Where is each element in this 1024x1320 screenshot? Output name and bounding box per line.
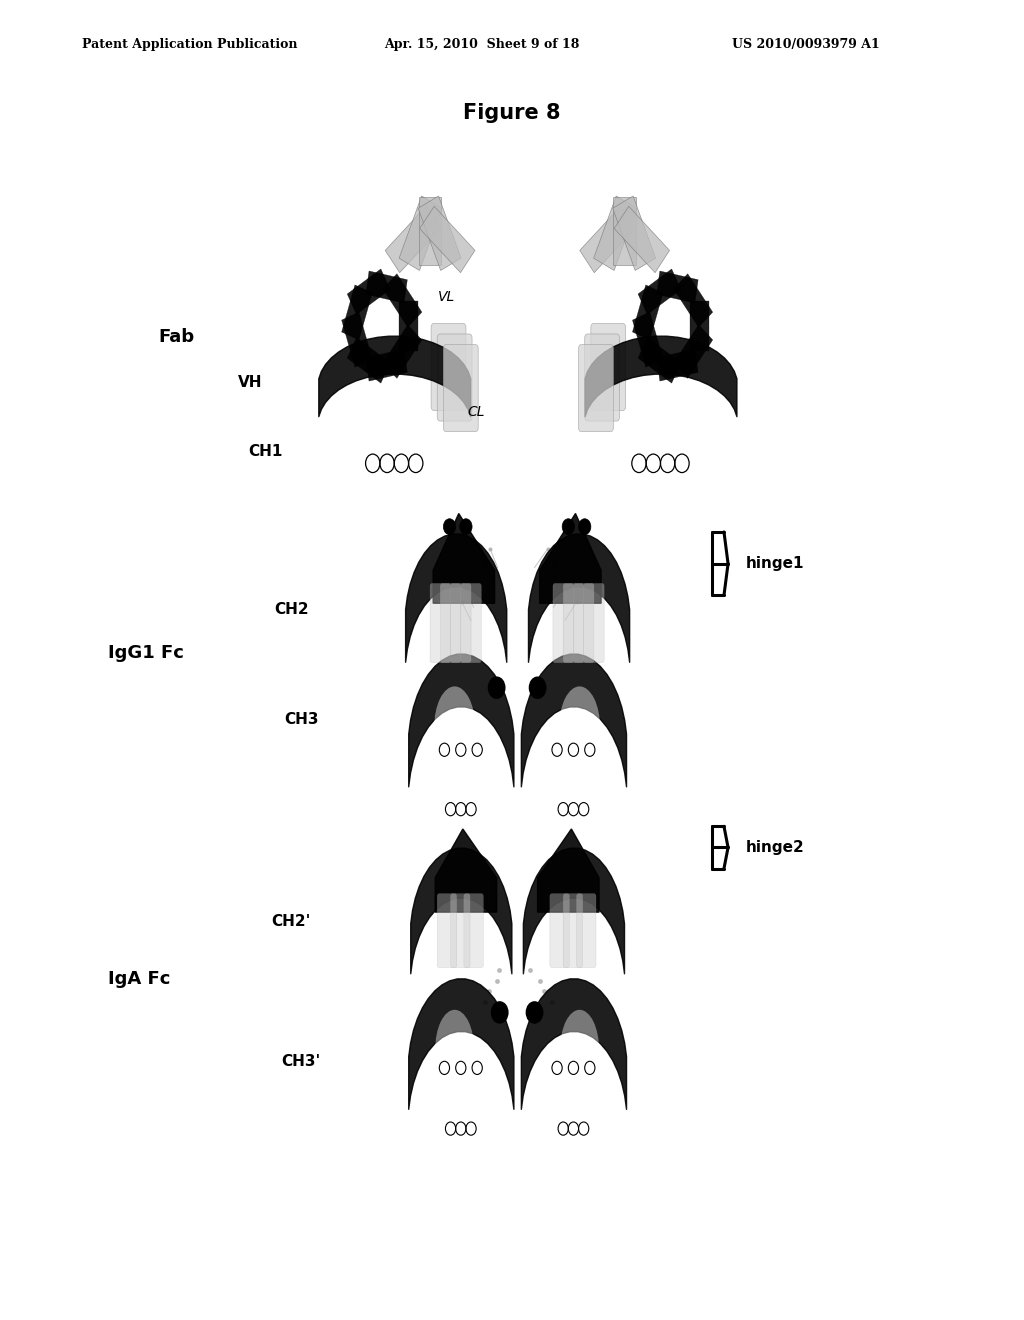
Circle shape bbox=[460, 519, 472, 535]
Ellipse shape bbox=[559, 686, 600, 768]
FancyBboxPatch shape bbox=[437, 334, 472, 421]
FancyBboxPatch shape bbox=[579, 345, 613, 432]
Polygon shape bbox=[433, 513, 495, 603]
Polygon shape bbox=[399, 195, 442, 271]
Text: CH2': CH2' bbox=[271, 913, 310, 929]
Text: Apr. 15, 2010  Sheet 9 of 18: Apr. 15, 2010 Sheet 9 of 18 bbox=[384, 37, 580, 50]
Polygon shape bbox=[613, 197, 636, 265]
Polygon shape bbox=[580, 206, 635, 273]
Polygon shape bbox=[633, 285, 664, 341]
Ellipse shape bbox=[434, 686, 475, 768]
Polygon shape bbox=[594, 195, 637, 271]
Text: CH3: CH3 bbox=[285, 711, 319, 727]
Text: IgG1 Fc: IgG1 Fc bbox=[108, 644, 183, 663]
Circle shape bbox=[492, 1002, 508, 1023]
Polygon shape bbox=[383, 325, 422, 379]
Text: CH3': CH3' bbox=[282, 1053, 321, 1069]
Polygon shape bbox=[399, 301, 418, 351]
Polygon shape bbox=[385, 206, 440, 273]
FancyBboxPatch shape bbox=[451, 583, 471, 663]
FancyBboxPatch shape bbox=[451, 894, 470, 968]
Polygon shape bbox=[383, 273, 422, 327]
Polygon shape bbox=[347, 269, 390, 314]
FancyBboxPatch shape bbox=[585, 334, 620, 421]
Polygon shape bbox=[342, 285, 373, 341]
Polygon shape bbox=[633, 312, 664, 367]
Polygon shape bbox=[656, 348, 698, 381]
Text: CL: CL bbox=[467, 405, 484, 418]
Circle shape bbox=[529, 677, 546, 698]
Polygon shape bbox=[342, 312, 373, 367]
Circle shape bbox=[443, 519, 456, 535]
FancyBboxPatch shape bbox=[563, 894, 583, 968]
FancyBboxPatch shape bbox=[464, 894, 483, 968]
Text: hinge1: hinge1 bbox=[745, 556, 804, 572]
Polygon shape bbox=[674, 325, 713, 379]
Polygon shape bbox=[366, 271, 408, 304]
Polygon shape bbox=[656, 271, 698, 304]
Polygon shape bbox=[614, 206, 670, 273]
Polygon shape bbox=[674, 273, 713, 327]
FancyBboxPatch shape bbox=[437, 894, 457, 968]
Polygon shape bbox=[347, 338, 390, 383]
Text: CH2: CH2 bbox=[274, 602, 309, 618]
FancyBboxPatch shape bbox=[563, 583, 584, 663]
FancyBboxPatch shape bbox=[440, 583, 461, 663]
Polygon shape bbox=[418, 195, 461, 271]
FancyBboxPatch shape bbox=[553, 583, 573, 663]
FancyBboxPatch shape bbox=[577, 894, 596, 968]
Text: Fab: Fab bbox=[159, 327, 195, 346]
Polygon shape bbox=[420, 206, 475, 273]
Text: CH1: CH1 bbox=[248, 444, 283, 459]
Polygon shape bbox=[540, 513, 601, 603]
Polygon shape bbox=[419, 197, 441, 265]
Ellipse shape bbox=[560, 1010, 599, 1089]
Polygon shape bbox=[638, 269, 681, 314]
Text: Figure 8: Figure 8 bbox=[463, 103, 561, 123]
Polygon shape bbox=[690, 301, 709, 351]
Circle shape bbox=[488, 677, 505, 698]
Ellipse shape bbox=[435, 1010, 474, 1089]
Polygon shape bbox=[612, 195, 655, 271]
Polygon shape bbox=[366, 348, 408, 381]
FancyBboxPatch shape bbox=[461, 583, 481, 663]
FancyBboxPatch shape bbox=[550, 894, 569, 968]
Text: US 2010/0093979 A1: US 2010/0093979 A1 bbox=[732, 37, 880, 50]
FancyBboxPatch shape bbox=[584, 583, 604, 663]
Text: Patent Application Publication: Patent Application Publication bbox=[82, 37, 297, 50]
Polygon shape bbox=[638, 338, 681, 383]
FancyBboxPatch shape bbox=[430, 583, 451, 663]
Circle shape bbox=[562, 519, 574, 535]
Text: VL: VL bbox=[438, 290, 456, 304]
FancyBboxPatch shape bbox=[443, 345, 478, 432]
Circle shape bbox=[526, 1002, 543, 1023]
Text: IgA Fc: IgA Fc bbox=[108, 970, 170, 989]
Text: hinge2: hinge2 bbox=[745, 840, 804, 855]
FancyBboxPatch shape bbox=[591, 323, 626, 411]
FancyBboxPatch shape bbox=[573, 583, 594, 663]
FancyBboxPatch shape bbox=[431, 323, 466, 411]
Polygon shape bbox=[435, 829, 497, 912]
Text: VH: VH bbox=[238, 375, 262, 391]
Circle shape bbox=[579, 519, 591, 535]
Polygon shape bbox=[538, 829, 599, 912]
